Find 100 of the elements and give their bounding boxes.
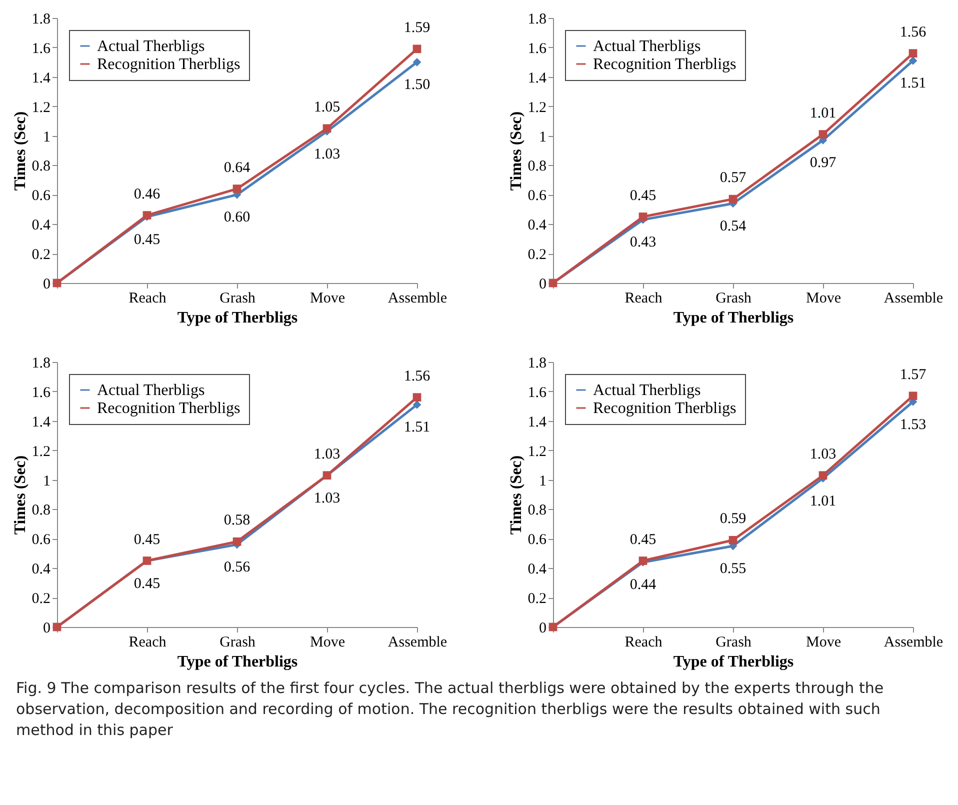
data-label: 1.50: [404, 77, 430, 94]
y-tick-label: 1: [43, 129, 50, 146]
y-tick-label: 0: [539, 276, 546, 292]
data-label: 1.03: [810, 446, 836, 462]
y-tick-label: 1.8: [32, 12, 50, 28]
data-label: 1.03: [314, 446, 340, 462]
y-tick-label: 0.2: [32, 591, 50, 608]
point: [412, 44, 422, 54]
legend-label: Actual Therbligs: [593, 382, 701, 399]
y-tick-label: 1.6: [32, 384, 51, 401]
point: [322, 124, 332, 133]
data-label: 0.46: [134, 186, 161, 202]
y-tick-label: 0: [539, 620, 546, 636]
y-tick-label: 0.2: [528, 591, 546, 608]
y-tick-label: 1.2: [528, 444, 546, 460]
point: [728, 536, 738, 544]
data-label: 0.97: [810, 155, 837, 172]
legend-label: Actual Therbligs: [593, 38, 701, 55]
data-label: 0.57: [720, 170, 747, 186]
y-tick-label: 1.8: [528, 12, 546, 28]
data-label: 0.55: [720, 561, 746, 578]
y-tick-label: 1.4: [528, 414, 547, 430]
y-tick-label: 1.2: [32, 100, 50, 116]
point: [818, 130, 828, 138]
y-axis-title: Times (Sec): [12, 455, 29, 535]
y-tick-label: 0.8: [32, 502, 50, 519]
x-tick-label: Move: [806, 634, 842, 650]
y-tick-label: 0.4: [32, 562, 51, 578]
x-tick-label: Move: [806, 290, 842, 306]
point: [412, 400, 422, 409]
x-tick-label: Grash: [220, 634, 256, 650]
y-tick-label: 0.8: [528, 158, 546, 175]
data-label: 1.51: [404, 420, 430, 436]
point: [728, 194, 738, 204]
data-label: 0.45: [134, 232, 160, 248]
point: [908, 56, 918, 65]
legend-label: Recognition Therbligs: [97, 400, 240, 417]
x-axis-title: Type of Therbligs: [177, 654, 298, 670]
y-tick-label: 0.8: [528, 502, 546, 519]
x-tick-label: Assemble: [884, 634, 944, 650]
y-tick-label: 1: [43, 473, 50, 490]
data-label: 1.03: [314, 146, 340, 162]
point: [638, 212, 648, 221]
data-label: 1.03: [314, 490, 340, 506]
y-tick-label: 1: [539, 129, 546, 146]
x-axis-title: Type of Therbligs: [177, 310, 298, 326]
y-tick-label: 0.2: [528, 247, 546, 264]
data-label: 1.01: [810, 493, 836, 510]
point: [232, 184, 242, 193]
y-axis-title: Times (Sec): [12, 111, 29, 191]
data-label: 0.58: [224, 512, 250, 529]
y-tick-label: 1.4: [32, 70, 51, 86]
data-label: 1.51: [900, 76, 926, 92]
data-label: 1.01: [810, 105, 836, 122]
y-axis-title: Times (Sec): [508, 111, 525, 191]
y-tick-label: 1.2: [32, 444, 50, 460]
point: [412, 58, 422, 66]
data-label: 1.59: [404, 20, 430, 36]
x-tick-label: Reach: [128, 290, 167, 306]
y-tick-label: 0: [43, 620, 50, 636]
y-tick-label: 1.4: [528, 70, 547, 86]
x-tick-label: Reach: [624, 634, 663, 650]
data-label: 1.53: [900, 416, 926, 433]
legend-label: Recognition Therbligs: [97, 56, 240, 73]
y-axis-title: Times (Sec): [508, 455, 525, 535]
x-tick-label: Grash: [716, 290, 752, 306]
point: [908, 49, 918, 58]
x-tick-label: Assemble: [884, 290, 944, 306]
data-label: 0.59: [720, 511, 746, 528]
y-tick-label: 0.6: [528, 188, 547, 204]
x-tick-label: Assemble: [388, 290, 448, 306]
caption: Fig. 9 The comparison results of the first four cycles. The actual therbligs were obtained by the experts through the observation, decomposition and recording of motion. The recognition therbligs were the results obtained with such method in this paper: [16, 678, 885, 741]
data-label: 0.45: [134, 532, 160, 548]
x-tick-label: Move: [310, 634, 346, 650]
data-label: 0.54: [720, 218, 747, 234]
legend-label: Recognition Therbligs: [593, 56, 736, 73]
data-label: 0.45: [630, 532, 656, 548]
y-tick-label: 0.6: [528, 532, 547, 548]
x-tick-label: Reach: [624, 290, 663, 306]
x-tick-label: Move: [310, 290, 346, 306]
point: [908, 392, 918, 400]
y-tick-label: 0.4: [32, 218, 51, 234]
x-axis-title: Type of Therbligs: [673, 310, 794, 326]
data-label: 0.64: [224, 160, 251, 176]
data-label: 0.43: [630, 234, 656, 251]
data-label: 1.56: [404, 368, 431, 384]
y-tick-label: 1.6: [32, 40, 51, 57]
x-axis-title: Type of Therbligs: [673, 654, 794, 670]
point: [412, 393, 422, 402]
y-tick-label: 1.6: [528, 40, 547, 57]
y-tick-label: 0.6: [32, 532, 51, 548]
data-label: 0.44: [630, 577, 657, 594]
data-label: 0.60: [224, 210, 250, 226]
x-tick-label: Grash: [220, 290, 256, 306]
legend-label: Actual Therbligs: [97, 382, 205, 399]
y-tick-label: 0.6: [32, 188, 51, 204]
y-tick-label: 0.2: [32, 247, 50, 264]
x-tick-label: Grash: [716, 634, 752, 650]
legend-label: Recognition Therbligs: [593, 400, 736, 417]
data-label: 1.05: [314, 99, 340, 116]
